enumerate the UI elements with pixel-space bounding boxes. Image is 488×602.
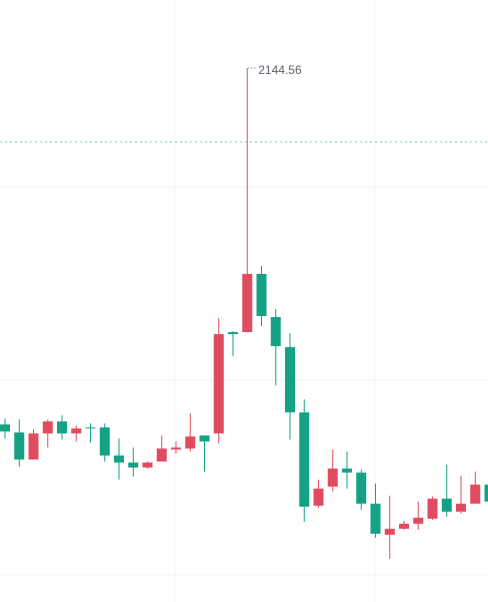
candle-body [299,412,310,507]
candle-body [213,334,224,434]
candle-body [14,432,25,460]
candle-body [171,447,181,450]
candle-body [199,435,210,442]
candle-body [285,347,295,413]
high-label: 2144.56 [258,63,302,77]
candle-body [342,468,352,473]
candle-body [0,424,10,432]
candle-body [441,498,452,512]
candle-body [399,523,409,529]
candle-body [71,428,82,434]
candle-body [185,436,196,449]
candle-body [99,427,110,456]
candle-body [327,468,338,487]
candle-body [370,503,381,534]
candle-body [313,488,324,506]
candle-body [242,273,253,333]
candle-body [228,332,238,335]
candle-body [156,448,167,462]
candle-body [142,462,153,468]
candle-body [128,462,139,468]
candle-body [470,484,481,504]
candle-body [42,421,53,434]
candle-body [85,427,96,429]
candle-body [484,484,488,502]
candle-body [114,455,124,463]
candle-body [28,433,39,460]
candle-body [413,517,424,524]
candle-body [384,528,395,535]
candle-body [57,421,67,434]
candle-body [256,273,267,317]
candle-body [356,472,367,504]
candle-body [456,503,466,512]
candle-body [427,498,438,519]
candle-body [270,317,281,347]
